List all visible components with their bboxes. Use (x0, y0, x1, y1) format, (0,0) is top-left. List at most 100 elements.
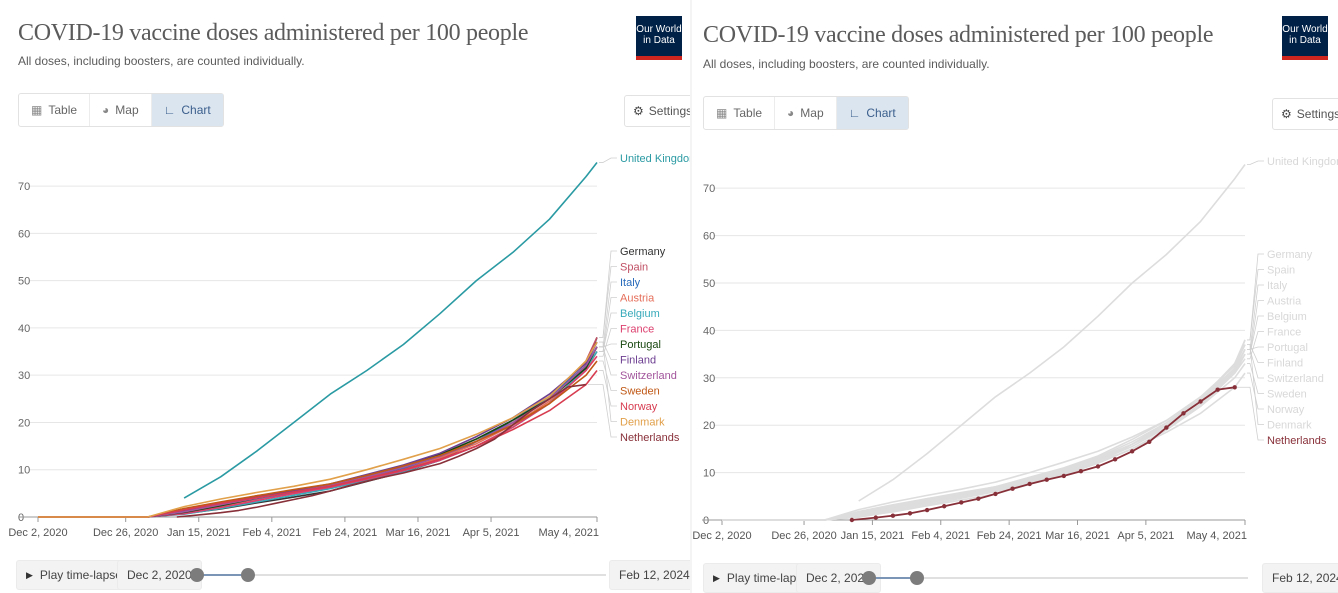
label-leader-line (599, 360, 617, 391)
series-label: Belgium (1267, 311, 1307, 323)
label-leader-line (599, 157, 617, 163)
data-point (1010, 486, 1015, 491)
end-date-button[interactable]: Feb 12, 2024 (609, 560, 700, 590)
x-tick-label: Feb 24, 2021 (977, 530, 1042, 542)
label-leader-line (599, 343, 617, 348)
data-point (873, 515, 879, 520)
y-tick-label: 60 (703, 231, 715, 243)
label-leader-line (1247, 160, 1264, 165)
tab-table[interactable]: ▦ Table (19, 94, 91, 126)
data-point (924, 507, 930, 513)
x-tick-label: Mar 16, 2021 (1045, 530, 1110, 542)
slider-track (190, 574, 606, 576)
series-line-belgium (722, 353, 1246, 521)
series-label: Germany (1267, 249, 1313, 261)
series-label: Netherlands (620, 432, 680, 444)
y-tick-label: 50 (18, 276, 30, 288)
logo-line-2: in Data (1289, 35, 1321, 46)
y-tick-label: 10 (18, 465, 30, 477)
y-tick-label: 70 (18, 181, 30, 193)
slider-range (197, 574, 248, 576)
series-label: France (620, 324, 654, 336)
logo-line-1: Our World (636, 24, 682, 35)
settings-button[interactable]: ⚙ Settings (624, 95, 702, 127)
y-tick-label: 50 (703, 278, 715, 290)
x-tick-label: May 4, 2021 (538, 527, 599, 539)
slider-start-handle[interactable] (862, 571, 876, 585)
y-tick-label: 40 (18, 323, 30, 335)
data-point (907, 511, 913, 516)
series-label: Sweden (620, 386, 660, 398)
play-icon: ▶ (26, 569, 33, 580)
data-point (959, 500, 964, 505)
chart-panel-left: COVID-19 vaccine doses administered per … (8, 16, 702, 590)
data-point (941, 504, 947, 509)
tab-map[interactable]: ◕ Map (90, 94, 152, 126)
view-tabs: ▦ Table ◕ Map ∟ Chart (18, 93, 224, 127)
series-label: Denmark (620, 417, 665, 429)
line-chart-icon: ∟ (848, 106, 861, 120)
label-leader-line (588, 384, 617, 438)
data-point (1044, 477, 1049, 482)
chart-subtitle: All doses, including boosters, are count… (18, 54, 305, 68)
data-point (1061, 473, 1067, 479)
tab-chart-label: Chart (181, 103, 211, 117)
label-leader-line (599, 266, 617, 338)
slider-end-handle[interactable] (241, 568, 255, 582)
data-point (1027, 481, 1032, 487)
series-label: France (1267, 327, 1301, 339)
x-tick-label: Apr 5, 2021 (463, 527, 520, 539)
label-leader-line (1247, 363, 1264, 394)
label-leader-line (599, 370, 617, 407)
label-leader-line (1247, 331, 1264, 360)
series-label: Switzerland (620, 370, 677, 382)
series-label: Italy (620, 277, 641, 289)
start-date-button[interactable]: Dec 2, 2020 (117, 560, 202, 590)
series-label: Italy (1267, 280, 1288, 292)
gear-icon: ⚙ (633, 104, 644, 118)
series-label: Norway (1267, 404, 1305, 416)
series-line-sweden (722, 363, 1246, 521)
timeline-slider[interactable] (862, 571, 1248, 585)
series-label: Austria (1267, 296, 1302, 308)
gear-icon: ⚙ (1281, 107, 1292, 121)
logo-line-1: Our World (1282, 24, 1328, 35)
label-leader-line (1247, 348, 1264, 379)
play-time-lapse-button[interactable]: ▶ Play time-lapse (16, 560, 132, 590)
y-tick-label: 60 (18, 228, 30, 240)
logo-line-2: in Data (643, 35, 675, 46)
slider-start-handle[interactable] (190, 568, 204, 582)
tab-map-label: Map (800, 106, 824, 120)
tab-table[interactable]: ▦ Table (704, 97, 776, 129)
y-tick-label: 20 (18, 417, 30, 429)
x-tick-label: Dec 2, 2020 (692, 530, 751, 542)
tab-chart[interactable]: ∟ Chart (836, 97, 908, 129)
series-label: Finland (620, 355, 656, 367)
slider-end-handle[interactable] (910, 571, 924, 585)
label-leader-line (599, 341, 617, 422)
settings-button[interactable]: ⚙ Settings (1272, 98, 1338, 130)
series-line-sweden (38, 360, 598, 518)
data-point (1181, 411, 1186, 416)
y-tick-label: 20 (703, 420, 715, 432)
series-label: United Kingdom (1267, 156, 1338, 168)
x-tick-label: Dec 2, 2020 (8, 527, 67, 539)
owid-logo[interactable]: Our World in Data (636, 16, 682, 60)
chart-title: COVID-19 vaccine doses administered per … (18, 20, 529, 46)
end-date-label: Feb 12, 2024 (1272, 571, 1338, 585)
series-label: Portugal (1267, 342, 1308, 354)
x-tick-label: Jan 15, 2021 (841, 530, 905, 542)
tab-chart[interactable]: ∟ Chart (151, 94, 223, 126)
tab-chart-label: Chart (866, 106, 896, 120)
series-line-norway (38, 370, 598, 518)
data-point (849, 517, 855, 523)
owid-logo[interactable]: Our World in Data (1282, 16, 1328, 60)
series-label: Netherlands (1267, 435, 1327, 447)
series-line-austria (722, 353, 1246, 521)
timeline-slider[interactable] (190, 568, 606, 582)
end-date-button[interactable]: Feb 12, 2024 (1262, 563, 1338, 593)
tab-map[interactable]: ◕ Map (775, 97, 837, 129)
table-icon: ▦ (716, 106, 728, 120)
x-tick-label: Mar 16, 2021 (386, 527, 451, 539)
table-icon: ▦ (31, 103, 43, 117)
